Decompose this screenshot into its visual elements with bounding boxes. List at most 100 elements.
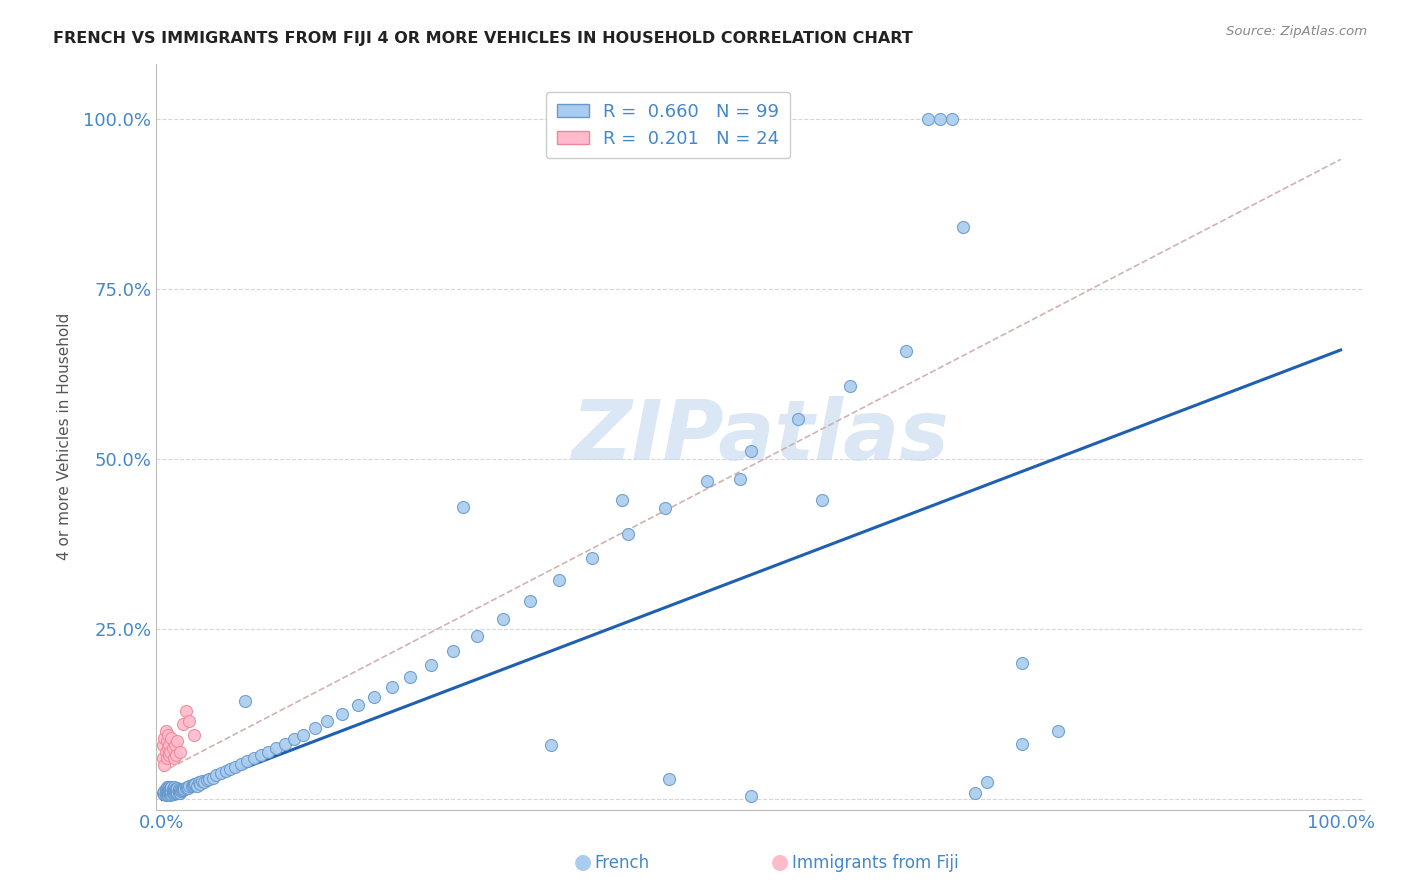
Text: ZIPatlas: ZIPatlas — [571, 396, 949, 477]
Point — [157, 783, 180, 797]
Point — [169, 786, 191, 800]
Point — [166, 734, 188, 748]
Point — [162, 741, 184, 756]
Point — [941, 112, 963, 126]
Point — [658, 772, 681, 786]
Point — [492, 612, 515, 626]
Point — [162, 782, 184, 797]
Point — [198, 772, 221, 786]
Point — [548, 573, 571, 587]
Point — [156, 728, 179, 742]
Point — [304, 721, 326, 735]
Point — [928, 112, 950, 126]
Point — [976, 775, 998, 789]
Point — [201, 771, 224, 785]
Point — [159, 781, 181, 796]
Point — [173, 782, 195, 797]
Legend: R =  0.660   N = 99, R =  0.201   N = 24: R = 0.660 N = 99, R = 0.201 N = 24 — [546, 92, 790, 159]
Point — [167, 785, 190, 799]
Point — [181, 778, 204, 792]
Y-axis label: 4 or more Vehicles in Household: 4 or more Vehicles in Household — [58, 313, 72, 560]
Point — [215, 764, 238, 778]
Point — [159, 745, 181, 759]
Point — [163, 785, 186, 799]
Point — [172, 717, 194, 731]
Point — [250, 747, 273, 762]
Point — [163, 738, 186, 752]
Point — [811, 492, 834, 507]
Point — [740, 789, 762, 803]
Point — [155, 789, 177, 803]
Point — [163, 751, 186, 765]
Point — [155, 724, 177, 739]
Text: FRENCH VS IMMIGRANTS FROM FIJI 4 OR MORE VEHICLES IN HOUSEHOLD CORRELATION CHART: FRENCH VS IMMIGRANTS FROM FIJI 4 OR MORE… — [53, 31, 912, 46]
Point — [167, 782, 190, 797]
Point — [155, 745, 177, 759]
Point — [159, 785, 181, 799]
Point — [152, 738, 174, 752]
Point — [273, 737, 295, 751]
Text: French: French — [595, 855, 650, 872]
Point — [160, 731, 183, 745]
Point — [174, 704, 197, 718]
Point — [165, 747, 187, 762]
Point — [152, 785, 174, 799]
Point — [839, 379, 862, 393]
Point — [155, 785, 177, 799]
Point — [654, 500, 676, 515]
Point — [162, 785, 184, 799]
Point — [728, 472, 751, 486]
Point — [1046, 724, 1069, 739]
Point — [156, 785, 179, 799]
Point — [163, 780, 186, 794]
Point — [451, 500, 474, 514]
Text: Source: ZipAtlas.com: Source: ZipAtlas.com — [1226, 25, 1367, 38]
Point — [176, 780, 198, 794]
Point — [581, 550, 603, 565]
Point — [165, 782, 187, 797]
Text: ●: ● — [772, 853, 789, 872]
Point — [205, 768, 228, 782]
Point — [787, 412, 810, 426]
Point — [169, 782, 191, 797]
Point — [292, 728, 315, 742]
Text: Immigrants from Fiji: Immigrants from Fiji — [792, 855, 959, 872]
Point — [156, 751, 179, 765]
Point — [179, 780, 201, 794]
Point — [156, 734, 179, 748]
Point — [170, 784, 193, 798]
Point — [153, 784, 176, 798]
Point — [740, 443, 762, 458]
Point — [179, 714, 201, 728]
Point — [188, 777, 211, 791]
Point — [163, 783, 186, 797]
Point — [965, 785, 987, 799]
Point — [183, 728, 205, 742]
Point — [398, 670, 420, 684]
Point — [195, 773, 218, 788]
Point — [316, 714, 339, 728]
Text: ●: ● — [575, 853, 592, 872]
Point — [236, 754, 259, 768]
Point — [156, 788, 179, 802]
Point — [166, 781, 188, 796]
Point — [229, 756, 252, 771]
Point — [153, 731, 176, 745]
Point — [233, 693, 256, 707]
Point — [160, 780, 183, 794]
Point — [1011, 656, 1033, 670]
Point — [257, 745, 280, 759]
Point — [180, 779, 202, 793]
Point — [177, 780, 200, 795]
Point — [332, 707, 354, 722]
Point — [616, 526, 638, 541]
Point — [155, 782, 177, 797]
Point — [157, 780, 180, 794]
Point — [266, 741, 288, 756]
Point — [172, 783, 194, 797]
Point — [187, 775, 209, 789]
Point — [917, 112, 939, 126]
Point — [191, 773, 214, 788]
Point — [157, 786, 180, 800]
Point — [169, 745, 191, 759]
